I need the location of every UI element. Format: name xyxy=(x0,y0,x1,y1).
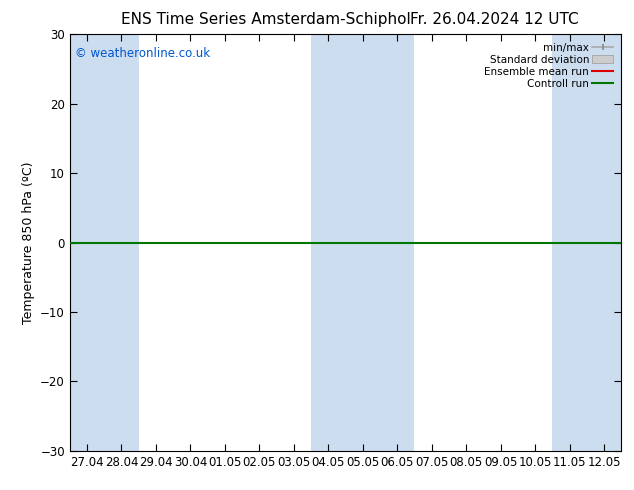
Text: © weatheronline.co.uk: © weatheronline.co.uk xyxy=(75,47,210,60)
Bar xyxy=(311,34,346,451)
Bar xyxy=(346,34,380,451)
Text: Fr. 26.04.2024 12 UTC: Fr. 26.04.2024 12 UTC xyxy=(410,12,579,27)
Text: ENS Time Series Amsterdam-Schiphol: ENS Time Series Amsterdam-Schiphol xyxy=(121,12,411,27)
Bar xyxy=(587,34,621,451)
Legend: min/max, Standard deviation, Ensemble mean run, Controll run: min/max, Standard deviation, Ensemble me… xyxy=(481,40,616,92)
Y-axis label: Temperature 850 hPa (ºC): Temperature 850 hPa (ºC) xyxy=(22,161,35,324)
Bar xyxy=(70,34,104,451)
Bar xyxy=(380,34,415,451)
Bar xyxy=(104,34,139,451)
Bar xyxy=(552,34,587,451)
